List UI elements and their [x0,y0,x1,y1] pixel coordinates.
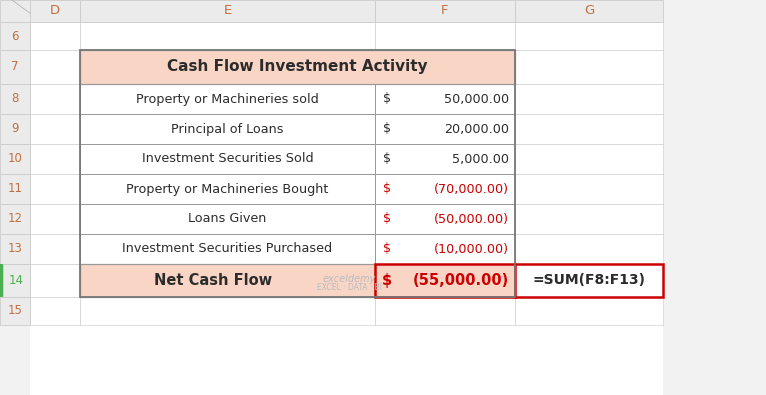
Bar [30,114,80,144]
Text: (70,000.00): (70,000.00) [434,182,509,196]
Bar [515,144,663,174]
Text: $: $ [383,122,391,135]
Bar [375,144,515,174]
Text: $: $ [383,213,391,226]
Text: Investment Securities Purchased: Investment Securities Purchased [123,243,332,256]
Bar [0,114,30,144]
Bar [0,50,30,84]
Bar [0,264,3,297]
Bar [515,297,663,325]
Bar [375,22,515,50]
Text: 14: 14 [8,274,24,287]
Bar [515,114,663,144]
Bar [80,0,375,22]
Text: =SUM(F8:F13): =SUM(F8:F13) [532,273,646,288]
Text: 8: 8 [11,92,18,105]
Bar [515,22,663,50]
Bar [30,204,80,234]
Bar [80,22,375,50]
Bar [30,297,80,325]
Bar [375,204,515,234]
Bar [80,234,375,264]
Text: Principal of Loans: Principal of Loans [172,122,283,135]
Text: 15: 15 [8,305,22,318]
Bar [375,234,515,264]
Text: Loans Given: Loans Given [188,213,267,226]
Bar [515,84,663,114]
Bar [80,174,375,204]
Bar [515,264,663,297]
Bar [80,264,375,297]
Text: 11: 11 [8,182,22,196]
Bar [80,114,375,144]
Bar [30,50,80,84]
Bar [80,50,515,84]
Text: 13: 13 [8,243,22,256]
Bar [375,84,515,114]
Bar [0,204,30,234]
Text: 20,000.00: 20,000.00 [444,122,509,135]
Text: $: $ [383,182,391,196]
Bar [80,204,375,234]
Text: Property or Machineries sold: Property or Machineries sold [136,92,319,105]
Text: Property or Machineries Bought: Property or Machineries Bought [126,182,329,196]
Bar [375,0,515,22]
Bar [30,264,80,297]
Text: Net Cash Flow: Net Cash Flow [154,273,272,288]
Bar [515,174,663,204]
Text: 50,000.00: 50,000.00 [444,92,509,105]
Bar [0,144,30,174]
Bar [80,297,375,325]
Bar [30,22,663,395]
Bar [30,144,80,174]
Bar [0,84,30,114]
Text: D: D [50,4,60,17]
Text: 12: 12 [8,213,22,226]
Text: G: G [584,4,594,17]
Text: E: E [224,4,231,17]
Bar [30,84,80,114]
Text: $: $ [383,152,391,166]
Bar [375,114,515,144]
Bar [0,22,30,50]
Bar [30,0,80,22]
Bar [30,234,80,264]
Bar [0,297,30,325]
Text: F: F [441,4,449,17]
Text: 6: 6 [11,30,18,43]
Text: (10,000.00): (10,000.00) [434,243,509,256]
Bar [0,174,30,204]
Bar [30,174,80,204]
Text: $: $ [383,243,391,256]
Bar [375,297,515,325]
Text: 10: 10 [8,152,22,166]
Bar [80,50,515,297]
Bar [515,204,663,234]
Text: Cash Flow Investment Activity: Cash Flow Investment Activity [167,60,428,75]
Bar [80,144,375,174]
Text: $: $ [382,273,392,288]
Text: Investment Securities Sold: Investment Securities Sold [142,152,313,166]
Text: EXCEL · DATA · BI: EXCEL · DATA · BI [317,283,382,292]
Text: 7: 7 [11,60,18,73]
Text: $: $ [383,92,391,105]
Bar [3,264,30,297]
Text: (50,000.00): (50,000.00) [434,213,509,226]
Bar [0,0,30,22]
Bar [515,234,663,264]
Text: exceldemy: exceldemy [323,274,376,284]
Text: 5,000.00: 5,000.00 [452,152,509,166]
Text: (55,000.00): (55,000.00) [413,273,509,288]
Bar [515,50,663,84]
Bar [0,234,30,264]
Bar [375,174,515,204]
Bar [80,84,375,114]
Bar [30,22,80,50]
Bar [375,264,515,297]
Text: 9: 9 [11,122,18,135]
Bar [515,0,663,22]
